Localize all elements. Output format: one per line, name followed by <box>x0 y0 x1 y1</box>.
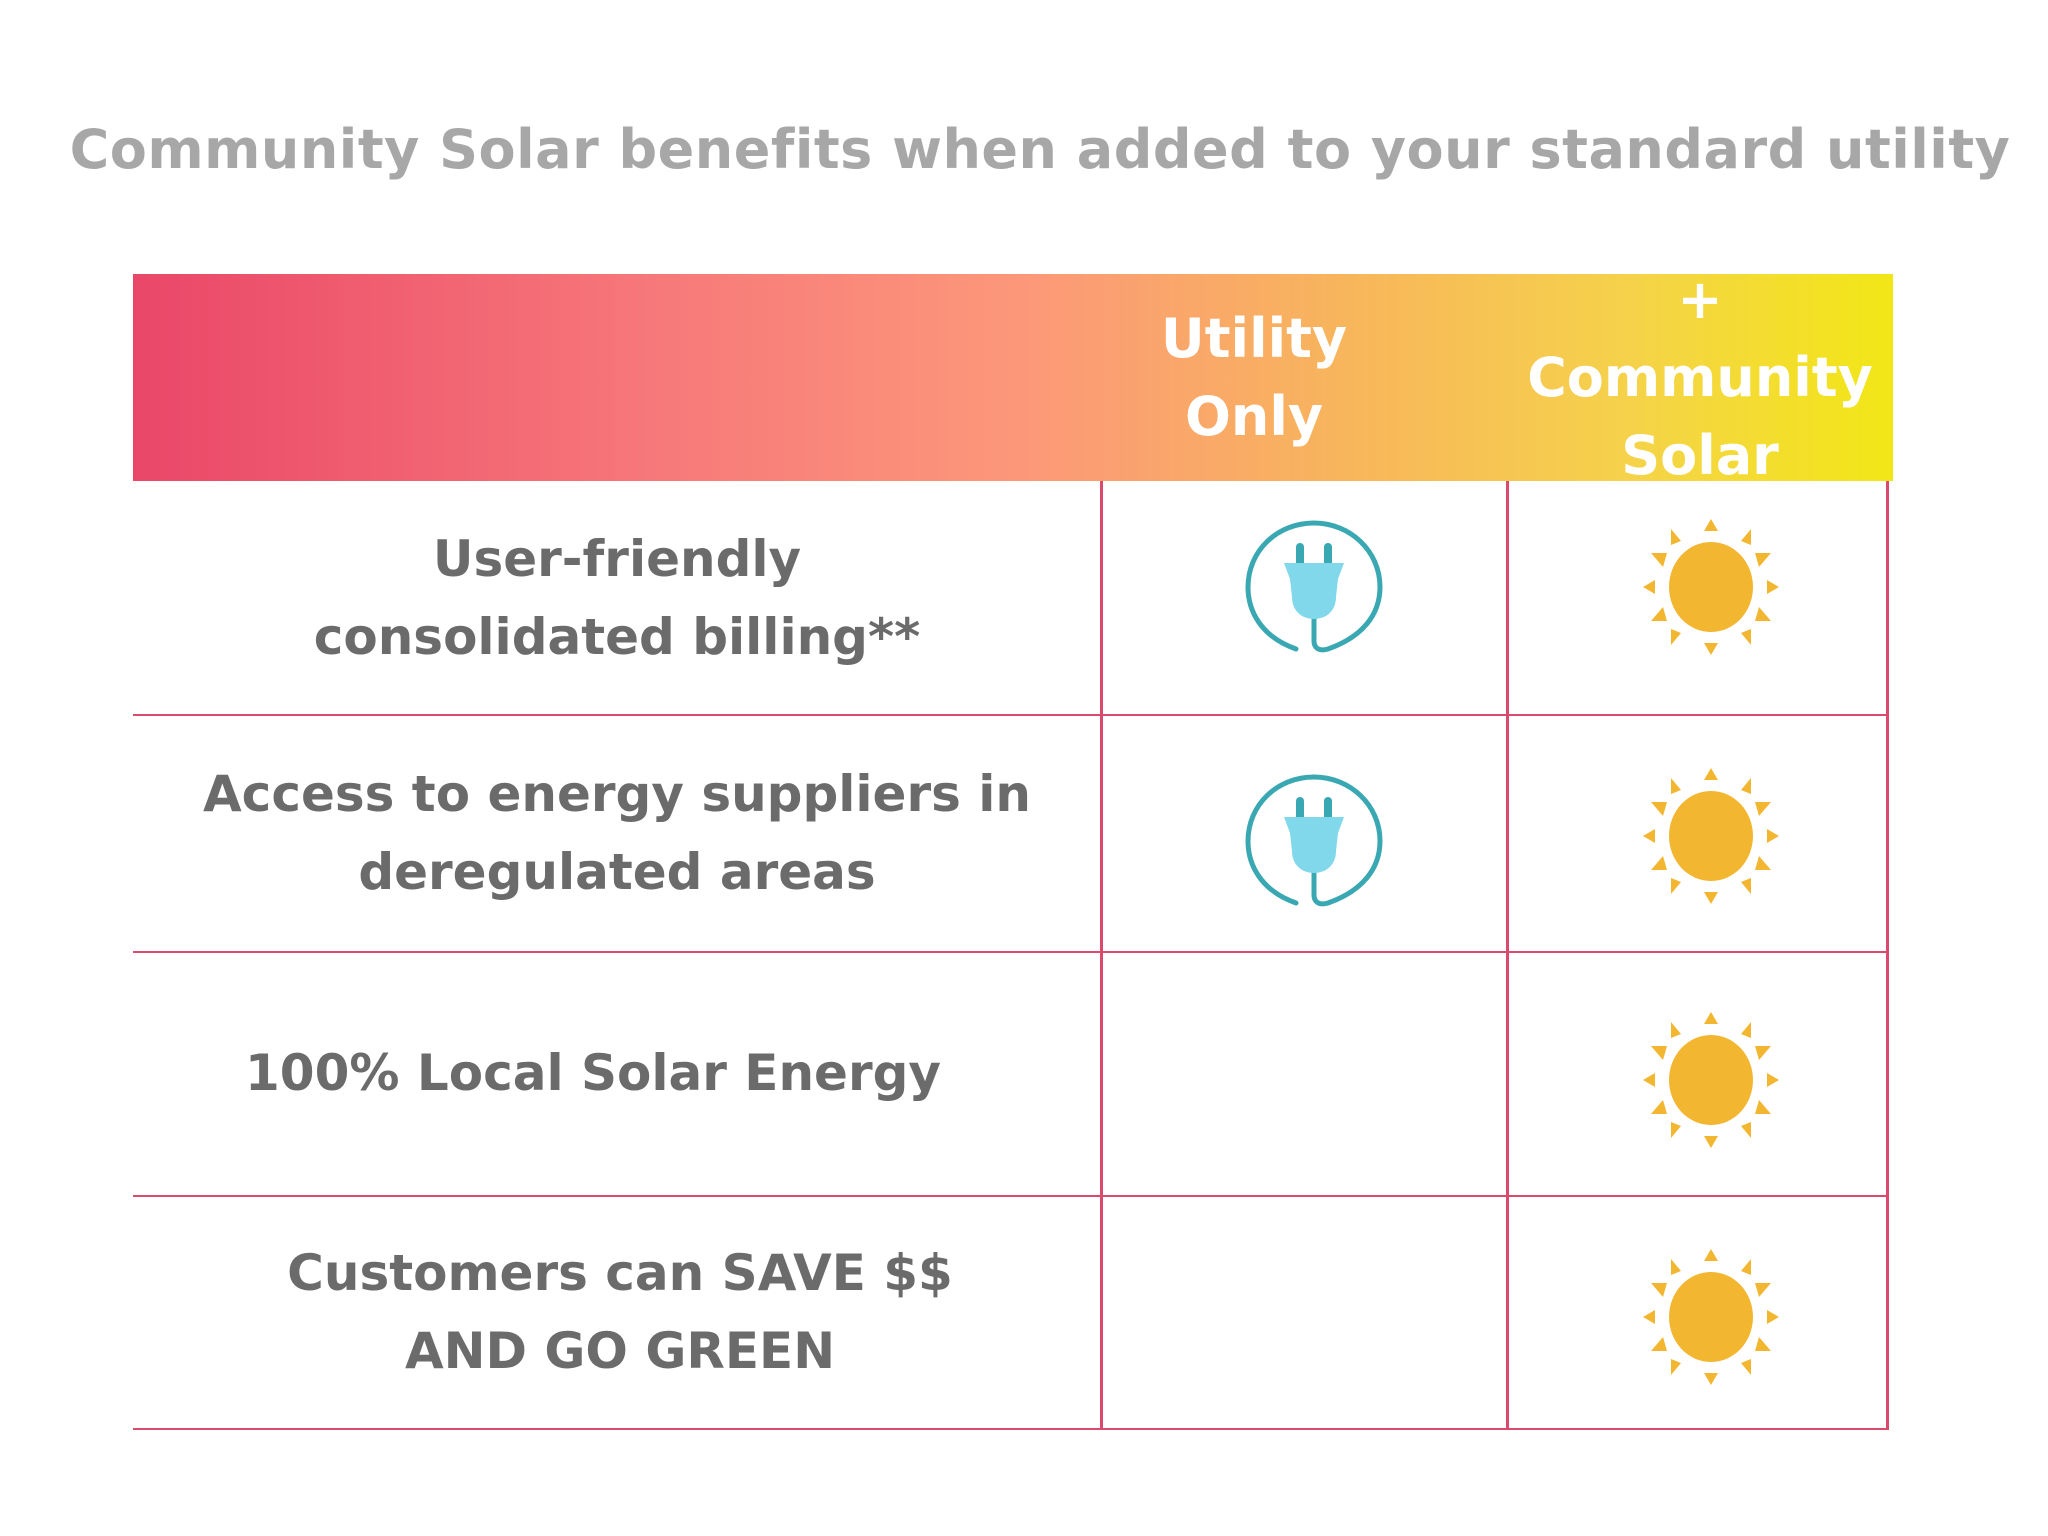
header-line: + Community <box>1527 267 1873 409</box>
sun-icon <box>1641 1247 1781 1387</box>
row-divider <box>133 1428 1889 1430</box>
row-divider <box>133 1195 1889 1197</box>
header-line: Utility <box>1160 306 1348 370</box>
page-title: Community Solar benefits when added to y… <box>69 118 2011 181</box>
sun-icon <box>1641 517 1781 657</box>
plug-icon <box>1244 517 1384 657</box>
row-label-line: 100% Local Solar Energy <box>244 1044 942 1102</box>
row-label-line: AND GO GREEN <box>404 1321 836 1380</box>
table-header: Utility Only + Community Solar <box>133 268 1893 487</box>
row-label-line: deregulated areas <box>358 842 876 901</box>
header-line: Only <box>1184 384 1324 448</box>
header-line: Solar <box>1621 423 1779 487</box>
row-divider <box>133 714 1889 716</box>
row-label-line: Customers can SAVE $$ <box>287 1243 953 1302</box>
sun-icon <box>1641 1010 1781 1150</box>
row-label-line: User-friendly <box>432 529 802 588</box>
row-label-billing: User-friendly consolidated billing** <box>133 481 1101 714</box>
sun-icon <box>1641 766 1781 906</box>
plug-icon <box>1244 771 1384 911</box>
column-header-community-solar: + Community Solar <box>1507 268 1893 487</box>
row-label-local-solar: 100% Local Solar Energy <box>133 951 1053 1195</box>
row-label-suppliers: Access to energy suppliers in deregulated… <box>133 714 1101 951</box>
row-label-save: Customers can SAVE $$ AND GO GREEN <box>100 1195 1140 1428</box>
column-divider <box>1506 481 1509 1429</box>
column-header-utility-only: Utility Only <box>1101 274 1407 481</box>
row-divider <box>133 951 1889 953</box>
table-right-border <box>1886 481 1889 1429</box>
column-divider <box>1100 481 1103 1429</box>
row-label-line: consolidated billing** <box>313 607 921 666</box>
row-label-line: Access to energy suppliers in <box>202 764 1032 823</box>
